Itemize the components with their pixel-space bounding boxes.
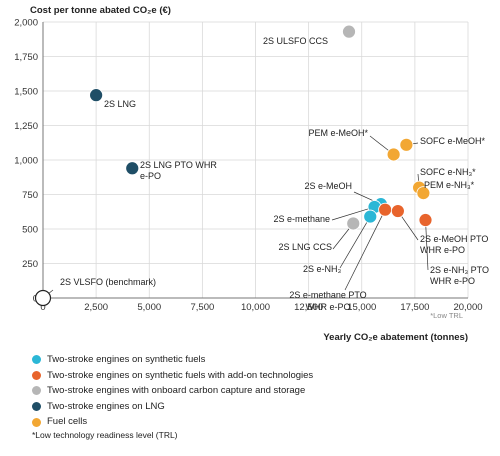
point-label: SOFC e-MeOH* xyxy=(420,136,486,146)
y-tick-label: 2,000 xyxy=(14,18,38,29)
y-tick-label: 1,750 xyxy=(14,52,38,63)
grid xyxy=(42,21,469,299)
x-tick-label: 12,500 xyxy=(294,302,323,313)
legend-label: Two-stroke engines with onboard carbon c… xyxy=(47,385,306,397)
point-label: 2S e-NH₃ PTO WHR e-PO xyxy=(430,265,489,286)
point-label: 2S e-MeOH PTO WHR e-PO xyxy=(420,234,488,255)
x-tick-label: 2,500 xyxy=(84,302,108,313)
legend-label: Fuel cells xyxy=(47,416,88,428)
point-carbon_capture xyxy=(346,216,361,231)
point-addon xyxy=(378,202,393,217)
data-points xyxy=(34,24,433,307)
point-lng xyxy=(89,88,104,103)
point-label: PEM e-NH₃* xyxy=(424,180,475,190)
legend-label: Two-stroke engines on synthetic fuels xyxy=(47,354,206,365)
x-tick-label: 5,000 xyxy=(137,302,161,313)
point-labels: 2S VLSFO (benchmark) 2S LNG 2S LNG PTO WHR… xyxy=(60,36,489,312)
tick-labels: 0 2,500 5,000 7,500 10,000 12,500 15,000 17,500… xyxy=(14,18,482,314)
point-label: 2S VLSFO (benchmark) xyxy=(60,277,156,287)
scatter-chart: 0 2,500 5,000 7,500 10,000 12,500 15,000 17,500… xyxy=(14,5,489,343)
leader-line xyxy=(344,209,386,291)
legend-dot-carbon-capture xyxy=(32,386,41,396)
low-trl-note: *Low TRL xyxy=(430,311,463,320)
point-label: 2S e-methane PTO WHR e-PO xyxy=(289,290,366,312)
point-carbon_capture xyxy=(342,24,356,39)
point-label: 2S e-MeOH xyxy=(304,181,352,191)
legend-item-lng: Two-stroke engines on LNG xyxy=(32,399,313,415)
x-tick-label: 0 xyxy=(40,302,45,313)
legend: Two-stroke engines on synthetic fuels Tw… xyxy=(32,352,313,430)
x-tick-label: 17,500 xyxy=(400,302,429,313)
point-label: SOFC e-NH₃* xyxy=(420,167,476,177)
x-tick-label: 20,000 xyxy=(453,302,482,313)
y-tick-label: 750 xyxy=(22,190,38,201)
point-label: 2S LNG CCS xyxy=(278,242,332,252)
legend-label: Two-stroke engines on synthetic fuels wi… xyxy=(47,369,314,381)
point-addon xyxy=(390,204,405,218)
point-synthetic xyxy=(363,209,378,224)
legend-item-synthetic: Two-stroke engines on synthetic fuels xyxy=(32,352,313,368)
legend-item-carbon-capture: Two-stroke engines with onboard carbon c… xyxy=(32,383,313,399)
point-addon xyxy=(418,213,433,227)
footnote: *Low technology readiness level (TRL) xyxy=(32,430,178,440)
y-axis-label: Cost per tonne abated CO₂e (€) xyxy=(30,5,171,16)
y-tick-label: 1,500 xyxy=(14,87,38,98)
point-label: 2S LNG xyxy=(104,99,136,109)
legend-item-addon: Two-stroke engines on synthetic fuels wi… xyxy=(32,368,313,384)
point-label: 2S e-methane xyxy=(273,214,330,224)
point-lng xyxy=(125,161,140,176)
point-label: PEM e-MeOH* xyxy=(308,128,368,138)
x-tick-label: 15,000 xyxy=(347,302,376,313)
leader-line xyxy=(425,220,429,271)
legend-dot-fuel-cells xyxy=(32,417,41,427)
point-fuel_cells xyxy=(416,186,431,201)
y-tick-label: 500 xyxy=(22,225,38,236)
x-tick-label: 7,500 xyxy=(190,302,214,313)
point-label: 2S ULSFO CCS xyxy=(263,36,328,46)
point-fuel_cells xyxy=(386,147,401,162)
y-tick-label: 1,000 xyxy=(14,156,38,167)
axes xyxy=(42,22,468,299)
point-fuel_cells xyxy=(399,137,414,152)
legend-dot-addon xyxy=(32,370,41,380)
point-label: 2S e-NH₃ xyxy=(303,264,342,274)
legend-dot-lng xyxy=(32,402,41,412)
x-tick-label: 10,000 xyxy=(241,302,270,313)
y-tick-label: 1,250 xyxy=(14,121,38,132)
leader-line xyxy=(339,216,371,269)
point-label: 2S LNG PTO WHR e-PO xyxy=(140,160,217,181)
x-axis-label: Yearly CO₂e abatement (tonnes) xyxy=(323,332,468,343)
leader-line xyxy=(331,206,375,221)
legend-dot-synthetic xyxy=(32,355,41,365)
legend-item-fuel-cells: Fuel cells xyxy=(32,414,313,430)
point-benchmark xyxy=(34,289,52,307)
y-tick-label: 250 xyxy=(22,259,38,270)
legend-label: Two-stroke engines on LNG xyxy=(47,400,165,412)
